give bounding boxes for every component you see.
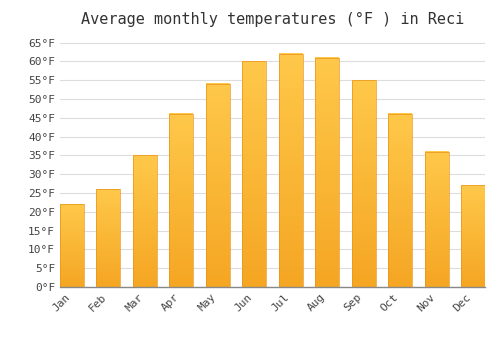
Bar [206, 84, 230, 287]
Bar [425, 152, 448, 287]
Bar [279, 54, 302, 287]
Bar [60, 204, 84, 287]
Bar [388, 114, 412, 287]
Bar [170, 114, 193, 287]
Bar [352, 80, 376, 287]
Bar [133, 155, 156, 287]
Bar [462, 186, 485, 287]
Bar [316, 57, 339, 287]
Title: Average monthly temperatures (°F ) in Reci: Average monthly temperatures (°F ) in Re… [81, 12, 464, 27]
Bar [242, 61, 266, 287]
Bar [96, 189, 120, 287]
